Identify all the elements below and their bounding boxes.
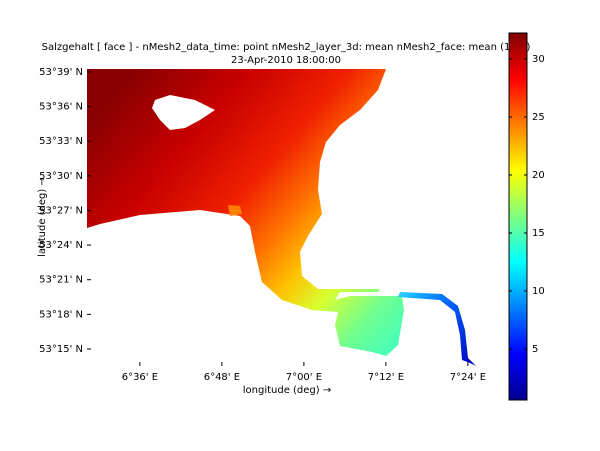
y-axis-label: latitude (deg) → (37, 177, 48, 257)
x-tick-label: 7°00' E (286, 372, 322, 383)
y-tick-label: 53°18' N (39, 309, 83, 320)
chart-title: Salzgehalt [ face ] - nMesh2_data_time: … (42, 42, 531, 53)
x-tick-label: 6°48' E (204, 372, 240, 383)
y-tick-label: 53°39' N (39, 67, 83, 78)
y-tick-label: 53°24' N (39, 240, 83, 251)
y-tick-label: 53°15' N (39, 344, 83, 355)
y-tick-label: 53°30' N (39, 171, 83, 182)
colorbar-tick-label: 20 (532, 170, 545, 181)
y-tick-label: 53°36' N (39, 102, 83, 113)
y-tick-label: 53°33' N (39, 136, 83, 147)
y-tick-label: 53°21' N (39, 275, 83, 286)
x-axis-label: longitude (deg) → (243, 385, 332, 396)
colorbar-tick-label: 5 (532, 344, 538, 355)
colorbar-tick-label: 10 (532, 286, 545, 297)
colorbar-tick-label: 15 (532, 228, 545, 239)
salinity-field (87, 69, 476, 366)
chart-subtitle: 23-Apr-2010 18:00:00 (231, 55, 341, 66)
x-tick-label: 7°24' E (450, 372, 486, 383)
x-tick-label: 7°12' E (368, 372, 404, 383)
colorbar (508, 32, 528, 401)
colorbar-tick-label: 30 (532, 54, 545, 65)
x-tick-label: 6°36' E (122, 372, 158, 383)
colorbar-tick-label: 25 (532, 112, 545, 123)
y-tick-label: 53°27' N (39, 205, 83, 216)
